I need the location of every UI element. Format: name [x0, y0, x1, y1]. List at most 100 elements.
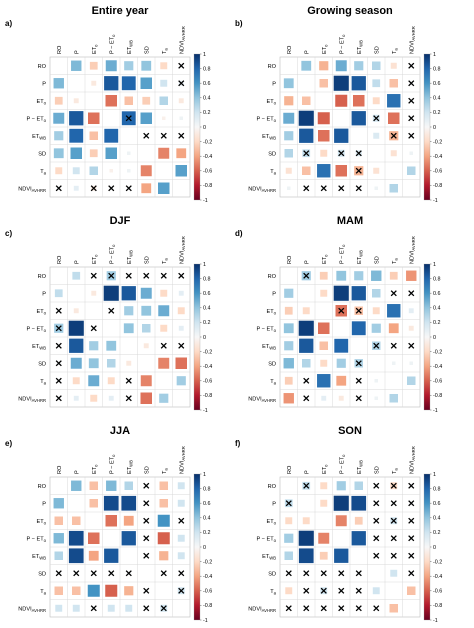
colorbar-tick-label: 0.4 [433, 96, 441, 102]
row-label: P − ETo [257, 536, 277, 543]
column-label: NDVIAVHRR [409, 446, 416, 474]
insignificant-cross-icon [143, 500, 150, 507]
colorbar-tick-label: 0.6 [433, 501, 441, 507]
insignificant-cross-icon [408, 570, 415, 577]
insignificant-cross-icon [178, 517, 185, 524]
correlation-square [71, 60, 82, 71]
insignificant-cross-icon [390, 290, 397, 297]
correlation-square [124, 481, 133, 490]
colorbar-tick-label: 0.6 [203, 291, 211, 297]
insignificant-cross-icon [125, 570, 132, 577]
correlation-square [321, 395, 327, 401]
column-label: RO [287, 465, 293, 474]
colorbar-tick-label: -0.8 [433, 603, 442, 609]
correlation-square [54, 131, 64, 141]
correlation-square [299, 338, 314, 353]
correlation-square [53, 112, 65, 124]
correlation-square [353, 95, 365, 107]
correlation-square [320, 359, 328, 367]
correlation-square [284, 96, 294, 106]
column-label: ETo [92, 44, 99, 54]
insignificant-cross-icon [125, 272, 132, 279]
insignificant-cross-icon [55, 342, 62, 349]
correlation-square [70, 147, 82, 159]
correlation-square [70, 357, 82, 369]
colorbar-tick-label: 0.4 [203, 96, 211, 102]
column-label: P − ETo [109, 244, 116, 264]
column-label: ETWB [357, 460, 364, 474]
correlation-square [302, 359, 311, 368]
insignificant-cross-icon [408, 482, 415, 489]
row-label: ETWB [32, 134, 46, 141]
row-label: ETo [37, 519, 47, 526]
insignificant-cross-icon [108, 307, 115, 314]
colorbar-tick-label: 0 [203, 335, 206, 341]
correlation-square [103, 285, 119, 301]
correlation-square [157, 514, 170, 527]
column-label: Ta [392, 258, 399, 264]
insignificant-cross-icon [355, 570, 362, 577]
correlation-square [159, 96, 168, 105]
correlation-square [175, 165, 187, 177]
correlation-square [336, 270, 347, 281]
colorbar-tick-label: 0.6 [203, 501, 211, 507]
row-label: ETo [37, 309, 47, 316]
column-label: ETo [322, 254, 329, 264]
correlation-square [162, 116, 166, 120]
correlation-square [389, 79, 398, 88]
insignificant-cross-icon [178, 272, 185, 279]
correlation-square [68, 530, 84, 546]
correlation-square [389, 394, 398, 403]
panel-label: f) [235, 439, 241, 448]
insignificant-cross-icon [73, 570, 80, 577]
insignificant-cross-icon [125, 185, 132, 192]
correlation-square [408, 308, 414, 314]
correlation-square [302, 517, 310, 525]
correlation-square [320, 149, 328, 157]
colorbar-tick-label: 0.4 [203, 306, 211, 312]
correlation-square [333, 75, 349, 91]
insignificant-cross-icon [355, 150, 362, 157]
row-label: ETWB [262, 134, 276, 141]
correlation-square [72, 516, 81, 525]
insignificant-cross-icon [373, 552, 380, 559]
colorbar-tick-label: -1 [203, 408, 208, 414]
insignificant-cross-icon [143, 272, 150, 279]
insignificant-cross-icon [390, 342, 397, 349]
column-label: RO [57, 45, 63, 54]
correlation-square [54, 289, 63, 298]
correlation-square [298, 110, 314, 126]
panel-a: a) Entire year RO P ETo P − ETo ETWB SD Ta NDVIAV… [5, 5, 212, 204]
row-label: ETWB [262, 344, 276, 351]
column-label: Ta [392, 468, 399, 474]
correlation-square [284, 376, 293, 385]
column-label: P [74, 260, 80, 264]
correlation-square [88, 550, 99, 561]
insignificant-cross-icon [108, 570, 115, 577]
column-label: P − ETo [109, 454, 116, 474]
correlation-square [335, 165, 347, 177]
colorbar-tick-label: -0.4 [433, 154, 442, 160]
insignificant-cross-icon [355, 360, 362, 367]
correlation-square [72, 167, 80, 175]
insignificant-cross-icon [373, 517, 380, 524]
row-label: RO [38, 274, 47, 280]
correlation-square [71, 480, 82, 491]
colorbar-tick-label: 1 [203, 472, 206, 478]
correlation-square [160, 324, 168, 332]
column-label: SD [144, 466, 150, 474]
insignificant-cross-icon [355, 377, 362, 384]
insignificant-cross-icon [408, 62, 415, 69]
insignificant-cross-icon [408, 517, 415, 524]
correlation-square [88, 532, 100, 544]
insignificant-cross-icon [390, 535, 397, 542]
correlation-square [335, 515, 347, 527]
correlation-square [302, 307, 310, 315]
insignificant-cross-icon [160, 570, 167, 577]
insignificant-cross-icon [143, 587, 150, 594]
insignificant-cross-icon [160, 342, 167, 349]
correlation-square [374, 379, 378, 383]
column-label: P [304, 50, 310, 54]
correlation-square [299, 128, 314, 143]
insignificant-cross-icon [338, 185, 345, 192]
